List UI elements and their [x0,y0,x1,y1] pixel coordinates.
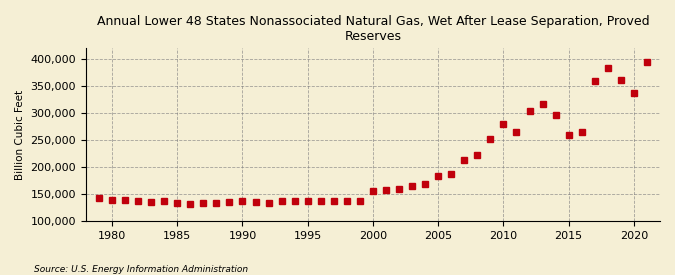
Text: Source: U.S. Energy Information Administration: Source: U.S. Energy Information Administ… [34,265,248,274]
Title: Annual Lower 48 States Nonassociated Natural Gas, Wet After Lease Separation, Pr: Annual Lower 48 States Nonassociated Nat… [97,15,649,43]
Y-axis label: Billion Cubic Feet: Billion Cubic Feet [15,90,25,180]
